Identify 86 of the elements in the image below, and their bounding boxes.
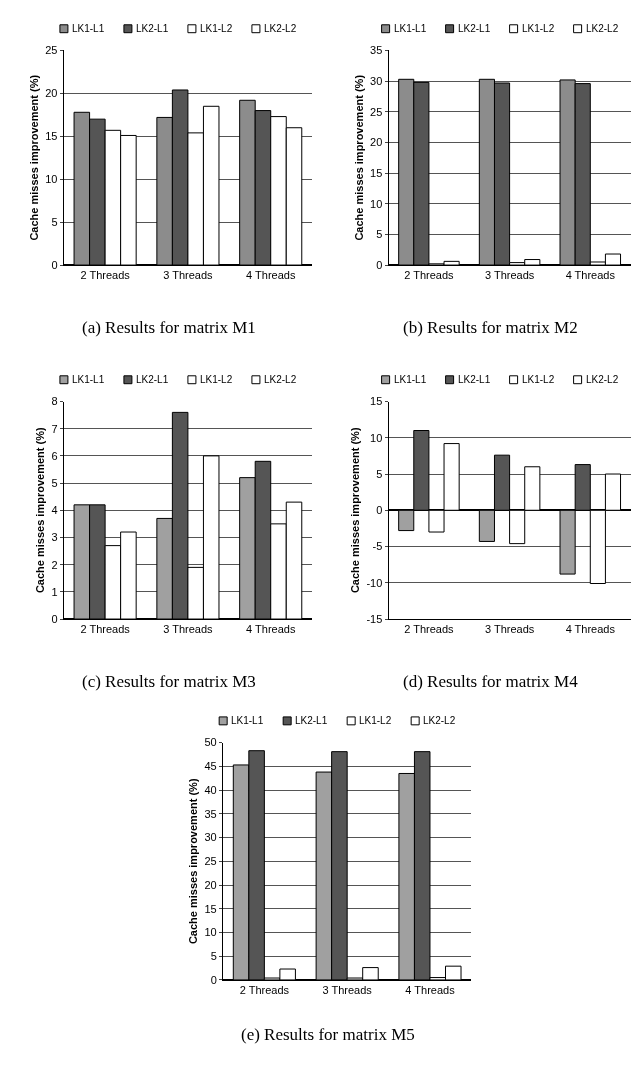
legend-label: LK2-L1 bbox=[458, 374, 491, 385]
y-axis-title: Cache misses improvement (%) bbox=[34, 427, 47, 594]
y-tick-label: 0 bbox=[376, 504, 383, 517]
x-tick-label: 2 Threads bbox=[80, 623, 131, 636]
y-tick-label: 15 bbox=[204, 902, 217, 915]
y-tick-label: 4 bbox=[51, 504, 58, 517]
y-tick-label: 15 bbox=[370, 166, 383, 179]
x-tick-label: 3 Threads bbox=[163, 269, 214, 282]
legend-label: LK1-L2 bbox=[522, 23, 555, 34]
text: (c) Results for matrix M3 bbox=[82, 672, 256, 691]
y-tick-label: 25 bbox=[204, 855, 217, 868]
y-tick-label: 35 bbox=[370, 44, 383, 57]
y-tick-label: 0 bbox=[51, 612, 58, 625]
y-tick-label: 0 bbox=[210, 973, 217, 986]
y-tick-label: 25 bbox=[45, 44, 58, 57]
y-tick-label: 15 bbox=[370, 395, 383, 408]
x-tick-label: 4 Threads bbox=[565, 623, 616, 636]
y-axis-title: Cache misses improvement (%) bbox=[352, 74, 365, 241]
y-axis-title: Cache misses improvement (%) bbox=[349, 427, 362, 594]
y-tick-label: -15 bbox=[366, 612, 383, 625]
x-tick-label: 2 Threads bbox=[404, 269, 455, 282]
y-tick-label: 20 bbox=[370, 136, 383, 149]
legend-label: LK1-L1 bbox=[231, 715, 264, 726]
y-tick-label: 50 bbox=[204, 736, 217, 749]
y-tick-label: 1 bbox=[51, 585, 58, 598]
legend-label: LK2-L2 bbox=[586, 374, 619, 385]
y-tick-label: 25 bbox=[370, 105, 383, 118]
y-tick-label: 10 bbox=[370, 431, 383, 444]
legend-label: LK2-L2 bbox=[423, 715, 456, 726]
y-tick-label: 30 bbox=[370, 74, 383, 87]
y-tick-label: 5 bbox=[376, 228, 383, 241]
text: (e) Results for matrix M5 bbox=[241, 1025, 415, 1044]
y-tick-label: 40 bbox=[204, 783, 217, 796]
y-tick-label: 20 bbox=[204, 878, 217, 891]
x-tick-label: 4 Threads bbox=[246, 269, 296, 282]
legend-label: LK1-L2 bbox=[200, 23, 233, 34]
y-tick-label: 20 bbox=[45, 87, 58, 100]
legend-label: LK2-L1 bbox=[295, 715, 328, 726]
x-tick-label: 4 Threads bbox=[246, 623, 296, 636]
legend-label: LK2-L1 bbox=[458, 23, 491, 34]
y-tick-label: 7 bbox=[51, 422, 58, 435]
legend-label: LK1-L1 bbox=[72, 374, 105, 385]
y-tick-label: 15 bbox=[45, 130, 58, 143]
x-tick-label: 4 Threads bbox=[565, 269, 616, 282]
y-tick-label: 45 bbox=[204, 760, 217, 773]
y-tick-label: 5 bbox=[376, 467, 383, 480]
legend-label: LK1-L2 bbox=[359, 715, 392, 726]
y-tick-label: -10 bbox=[366, 576, 383, 589]
legend-label: LK2-L1 bbox=[136, 23, 169, 34]
text: (a) Results for matrix M1 bbox=[82, 318, 256, 337]
x-tick-label: 3 Threads bbox=[163, 623, 214, 636]
x-tick-label: 3 Threads bbox=[484, 269, 535, 282]
y-tick-label: 30 bbox=[204, 831, 217, 844]
legend-label: LK2-L1 bbox=[136, 374, 169, 385]
y-tick-label: 0 bbox=[51, 258, 58, 271]
legend-label: LK2-L2 bbox=[264, 23, 297, 34]
y-tick-label: 10 bbox=[204, 926, 217, 939]
y-tick-label: 8 bbox=[51, 395, 58, 408]
x-tick-label: 2 Threads bbox=[239, 984, 290, 997]
text: (d) Results for matrix M4 bbox=[403, 672, 579, 691]
legend-label: LK1-L1 bbox=[72, 23, 105, 34]
legend-label: LK2-L2 bbox=[264, 374, 297, 385]
x-tick-label: 2 Threads bbox=[80, 269, 131, 282]
y-tick-label: -5 bbox=[372, 540, 383, 553]
y-axis-title: Cache misses improvement (%) bbox=[187, 778, 200, 945]
y-tick-label: 2 bbox=[51, 558, 58, 571]
legend-label: LK1-L2 bbox=[200, 374, 233, 385]
y-tick-label: 0 bbox=[376, 258, 383, 271]
x-tick-label: 3 Threads bbox=[484, 623, 535, 636]
y-tick-label: 35 bbox=[204, 807, 217, 820]
y-tick-label: 6 bbox=[51, 449, 58, 462]
y-tick-label: 3 bbox=[51, 531, 58, 544]
y-tick-label: 10 bbox=[370, 197, 383, 210]
x-tick-label: 3 Threads bbox=[322, 984, 373, 997]
text: (b) Results for matrix M2 bbox=[403, 318, 578, 337]
y-tick-label: 5 bbox=[210, 950, 217, 963]
legend-label: LK1-L1 bbox=[394, 374, 427, 385]
legend-label: LK2-L2 bbox=[586, 23, 619, 34]
legend-label: LK1-L2 bbox=[522, 374, 555, 385]
legend-label: LK1-L1 bbox=[394, 23, 427, 34]
y-tick-label: 5 bbox=[51, 476, 58, 489]
x-tick-label: 2 Threads bbox=[404, 623, 455, 636]
y-tick-label: 10 bbox=[45, 173, 58, 186]
y-axis-title: Cache misses improvement (%) bbox=[27, 74, 40, 241]
y-tick-label: 5 bbox=[51, 215, 58, 228]
x-tick-label: 4 Threads bbox=[405, 984, 456, 997]
